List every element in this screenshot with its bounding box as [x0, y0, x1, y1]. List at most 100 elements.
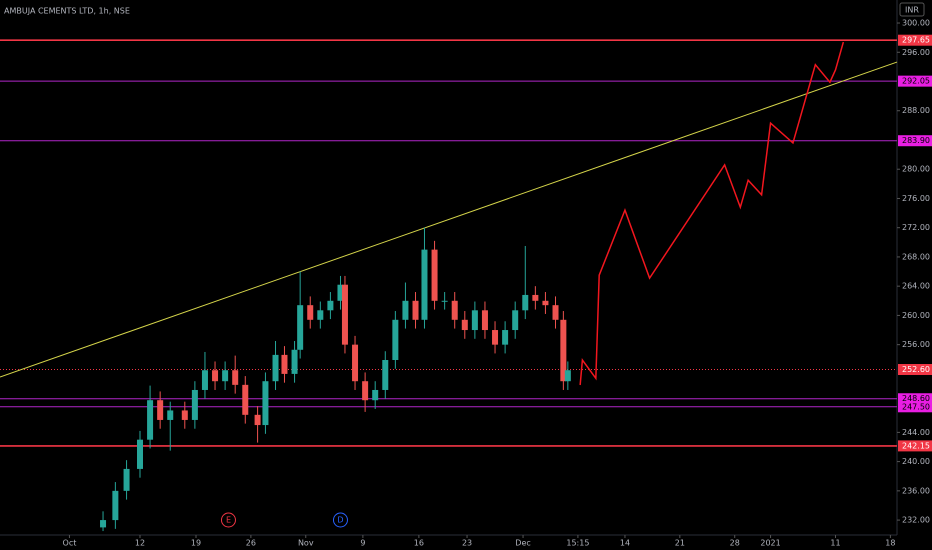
candle-body	[522, 294, 529, 311]
y-tick-label: 268.00	[902, 252, 930, 261]
level-label-bg	[898, 393, 932, 405]
candle-body	[191, 389, 198, 420]
level-label: 247.50	[902, 402, 930, 411]
x-tick-label: 23	[462, 539, 472, 548]
candle-body	[212, 370, 219, 382]
x-tick-label: 12	[135, 539, 145, 548]
currency: INR	[905, 6, 919, 15]
x-tick-label: 16	[414, 539, 424, 548]
level-label-bg	[898, 135, 932, 147]
candle-body	[100, 520, 107, 528]
candle-body	[123, 468, 130, 491]
x-tick-label: 14	[620, 539, 630, 548]
level-label: 248.60	[902, 394, 930, 403]
event-marker	[220, 512, 236, 528]
x-tick-label: 2021	[760, 539, 780, 548]
x-tick-label: Oct	[63, 539, 77, 548]
y-tick-label: 264.00	[902, 282, 930, 291]
candle-body	[502, 330, 509, 345]
x-tick-label: Nov	[298, 539, 314, 548]
candle-body	[262, 381, 269, 426]
candle-body	[307, 305, 314, 320]
candle-body	[412, 300, 419, 320]
x-tick-label: 18	[885, 539, 895, 548]
candle-body	[352, 344, 359, 382]
y-tick-label: 232.00	[902, 516, 930, 525]
candle-body	[272, 354, 279, 382]
y-tick-label: 244.00	[902, 428, 930, 437]
candle-body	[471, 310, 478, 331]
event-label: E	[226, 516, 231, 525]
x-tick-label: 28	[730, 539, 740, 548]
level-label-bg	[898, 34, 932, 46]
candle-body	[564, 370, 571, 382]
level-label-bg	[898, 440, 932, 452]
candle-body	[232, 370, 239, 385]
candle-body	[512, 310, 519, 331]
candle-body	[317, 310, 324, 320]
level-label: 297.65	[902, 36, 930, 45]
candle-body	[136, 439, 143, 469]
candle-body	[552, 305, 559, 320]
candle-body	[362, 381, 369, 401]
candle-body	[481, 310, 488, 331]
x-tick-label: Dec	[515, 539, 530, 548]
candle-body	[167, 410, 174, 420]
event-marker	[332, 512, 348, 528]
candle-body	[421, 249, 428, 320]
candle-body	[492, 330, 499, 345]
x-tick-label: 9	[360, 539, 365, 548]
candle-body	[382, 360, 389, 390]
trendline	[0, 61, 898, 378]
y-tick-label: 276.00	[902, 194, 930, 203]
candle-body	[441, 300, 448, 302]
level-label: 252.60	[902, 365, 930, 374]
candle-body	[147, 400, 154, 440]
x-tick-label: 11	[830, 539, 840, 548]
candle-body	[254, 414, 261, 426]
candle-body	[201, 370, 208, 390]
candle-body	[222, 370, 229, 382]
x-tick-label: 26	[246, 539, 256, 548]
candle-body	[402, 300, 409, 320]
x-tick-label: 15:15	[566, 539, 589, 548]
candle-body	[337, 284, 344, 301]
candle-body	[242, 384, 249, 415]
y-tick-label: 260.00	[902, 311, 930, 320]
candle-body	[542, 300, 549, 306]
level-label: 292.05	[902, 77, 930, 86]
y-tick-label: 236.00	[902, 486, 930, 495]
candle-body	[157, 400, 164, 420]
level-label-bg	[898, 75, 932, 87]
x-tick-label: 21	[675, 539, 685, 548]
currency-box	[899, 2, 925, 17]
candle-body	[291, 349, 298, 374]
y-tick-label: 288.00	[902, 106, 930, 115]
candle-body	[297, 305, 304, 350]
y-tick-label: 256.00	[902, 340, 930, 349]
candle-body	[461, 319, 468, 331]
level-label: 242.15	[902, 441, 930, 450]
candle-body	[341, 284, 348, 345]
level-label: 283.90	[902, 136, 930, 145]
x-tick-label: 19	[191, 539, 201, 548]
candle-body	[327, 300, 334, 311]
candle-body	[281, 354, 288, 374]
projection-path	[579, 41, 845, 386]
candle-body	[392, 319, 399, 361]
level-label-bg	[898, 401, 932, 413]
candle-body	[112, 490, 119, 521]
candle-body	[560, 319, 567, 382]
y-tick-label: 240.00	[902, 457, 930, 466]
candle-body	[181, 410, 188, 420]
y-tick-label: 300.00	[902, 19, 930, 28]
y-tick-label: 296.00	[902, 48, 930, 57]
candle-body	[431, 249, 438, 301]
y-tick-label: 280.00	[902, 165, 930, 174]
event-label: D	[337, 516, 343, 525]
candle-body	[451, 300, 458, 320]
candle-body	[532, 294, 539, 301]
level-label-bg	[898, 364, 932, 376]
